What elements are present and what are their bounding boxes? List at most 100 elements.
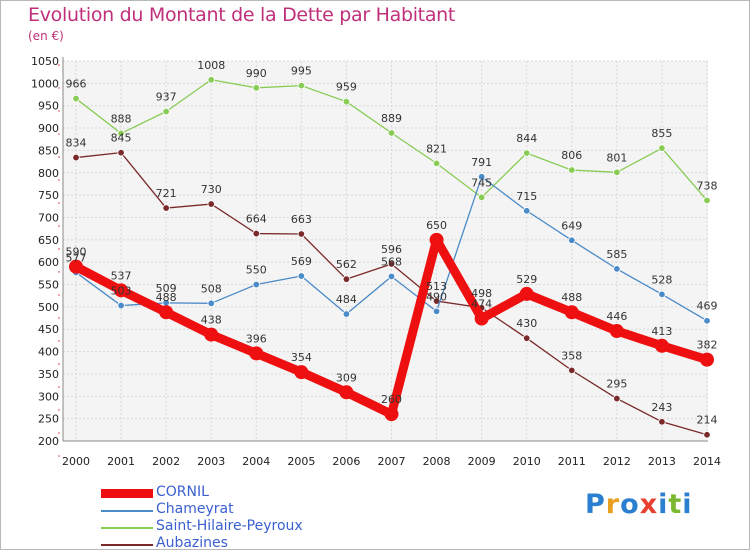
data-point [568,236,576,244]
data-label: 214 [697,414,718,427]
y-tick-label: 450 [38,323,59,336]
data-label: 295 [606,378,627,391]
y-tick-label: 750 [38,189,59,202]
data-label: 806 [561,149,582,162]
logo-letter: r [605,489,621,520]
data-label: 430 [516,317,537,330]
data-label: 354 [291,351,312,364]
legend-swatch [101,544,153,546]
data-label: 498 [471,287,492,300]
data-label: 484 [336,293,357,306]
logo-letter: x [639,489,659,520]
data-point [342,310,351,318]
data-label: 529 [516,273,537,286]
data-label: 937 [156,91,177,104]
data-label: 488 [156,291,177,304]
y-tick-label: 800 [38,167,59,180]
data-point [252,229,260,238]
data-point [654,338,669,353]
data-label: 490 [426,290,447,303]
data-label: 590 [66,246,87,259]
data-point [658,144,666,152]
x-tick-label: 2014 [693,455,721,468]
y-tick-label: 600 [38,256,59,269]
x-tick-label: 2011 [558,455,586,468]
data-point [564,305,579,320]
data-label: 821 [426,142,447,155]
data-label: 990 [246,67,267,80]
x-tick-label: 2012 [603,455,631,468]
data-label: 469 [697,300,718,313]
data-label: 738 [697,179,718,192]
legend-label: Saint-Hilaire-Peyroux [156,518,303,534]
legend-swatch [101,510,153,512]
data-label: 509 [156,282,177,295]
data-point [339,385,354,400]
data-point [523,149,531,157]
data-label: 649 [561,219,582,232]
data-label: 995 [291,65,312,78]
x-tick-label: 2002 [152,455,180,468]
data-label: 550 [246,264,267,277]
x-tick-label: 2000 [62,455,90,468]
data-point [252,84,260,92]
x-tick-label: 2003 [197,455,225,468]
data-point [207,200,215,208]
logo-letter: o [620,489,640,520]
data-point [519,286,534,301]
x-tick-label: 2008 [423,455,451,468]
legend-swatch [101,489,153,498]
y-tick-label: 900 [38,122,59,135]
data-label: 577 [66,251,87,264]
data-point [523,207,531,215]
data-point [703,431,711,439]
data-point [477,173,486,181]
data-point [342,97,351,106]
data-point [387,272,396,281]
data-label: 396 [246,332,267,345]
data-label: 537 [111,269,132,282]
data-point [432,307,441,316]
data-point [429,232,444,247]
data-label: 959 [336,81,357,94]
data-label: 528 [651,273,672,286]
data-label: 243 [651,401,672,414]
data-point [114,283,129,298]
x-tick-label: 2006 [332,455,360,468]
data-label: 801 [606,151,627,164]
data-point [297,230,306,238]
data-label: 664 [246,213,267,226]
data-label: 966 [66,78,87,91]
data-point [162,204,170,212]
y-tick-label: 400 [38,346,59,359]
legend-label: CORNIL [156,484,209,500]
data-label: 562 [336,258,357,271]
data-label: 585 [606,248,627,261]
data-label: 488 [561,291,582,304]
y-tick-label: 650 [38,234,59,247]
data-point [432,159,441,168]
data-label: 715 [516,190,537,203]
data-point [117,301,125,310]
data-point [700,352,714,367]
data-label: 413 [651,325,672,338]
data-point [658,290,666,299]
data-label: 569 [291,255,312,268]
y-tick-label: 700 [38,211,59,224]
data-point [387,129,396,137]
y-tick-label: 550 [38,279,59,292]
data-point [658,418,666,426]
legend-label: Aubazines [156,535,228,551]
y-tick-label: 1050 [31,55,59,68]
plot-area [63,61,708,441]
data-point [252,280,260,289]
data-point [477,193,486,202]
data-point [294,365,309,380]
x-tick-label: 2005 [287,455,315,468]
data-point [568,366,576,375]
data-label: 791 [471,156,492,169]
data-point [72,94,80,103]
y-tick-label: 500 [38,301,59,314]
y-tick-label: 200 [38,435,59,448]
